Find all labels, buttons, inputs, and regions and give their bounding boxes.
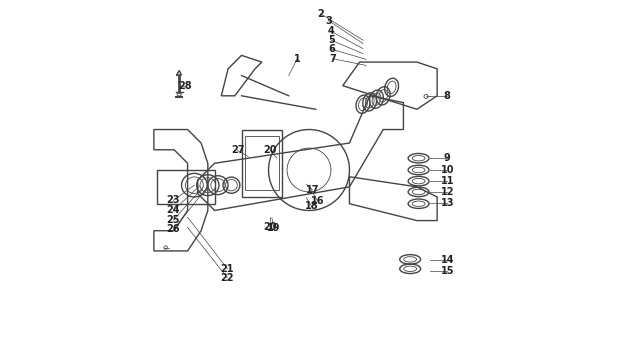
Text: 15: 15	[441, 266, 454, 276]
Text: 1: 1	[294, 54, 300, 64]
Text: 9: 9	[444, 153, 451, 163]
Text: 28: 28	[178, 81, 192, 91]
Text: 6: 6	[329, 44, 336, 54]
Text: 23: 23	[167, 195, 180, 205]
Text: 26: 26	[167, 224, 180, 234]
Text: 16: 16	[311, 196, 324, 206]
Bar	[245, 136, 279, 190]
Text: 5: 5	[328, 35, 334, 45]
Text: 11: 11	[441, 176, 454, 186]
Text: 17: 17	[306, 185, 319, 194]
Text: 13: 13	[441, 198, 454, 208]
Text: 20: 20	[263, 146, 277, 155]
Text: 24: 24	[167, 205, 180, 216]
Text: 7: 7	[329, 54, 336, 64]
Text: 19: 19	[267, 223, 281, 233]
Text: 14: 14	[441, 255, 454, 266]
Text: 27: 27	[231, 146, 244, 155]
Text: 20: 20	[263, 222, 277, 232]
Text: 21: 21	[221, 264, 234, 274]
Text: 22: 22	[221, 273, 234, 283]
Text: 4: 4	[327, 26, 334, 36]
Text: 3: 3	[325, 16, 332, 26]
Text: 25: 25	[167, 215, 180, 225]
Text: 12: 12	[441, 187, 454, 197]
Text: 2: 2	[318, 9, 324, 19]
Text: 18: 18	[305, 201, 318, 211]
Text: 10: 10	[441, 165, 454, 175]
Text: 8: 8	[444, 91, 451, 101]
